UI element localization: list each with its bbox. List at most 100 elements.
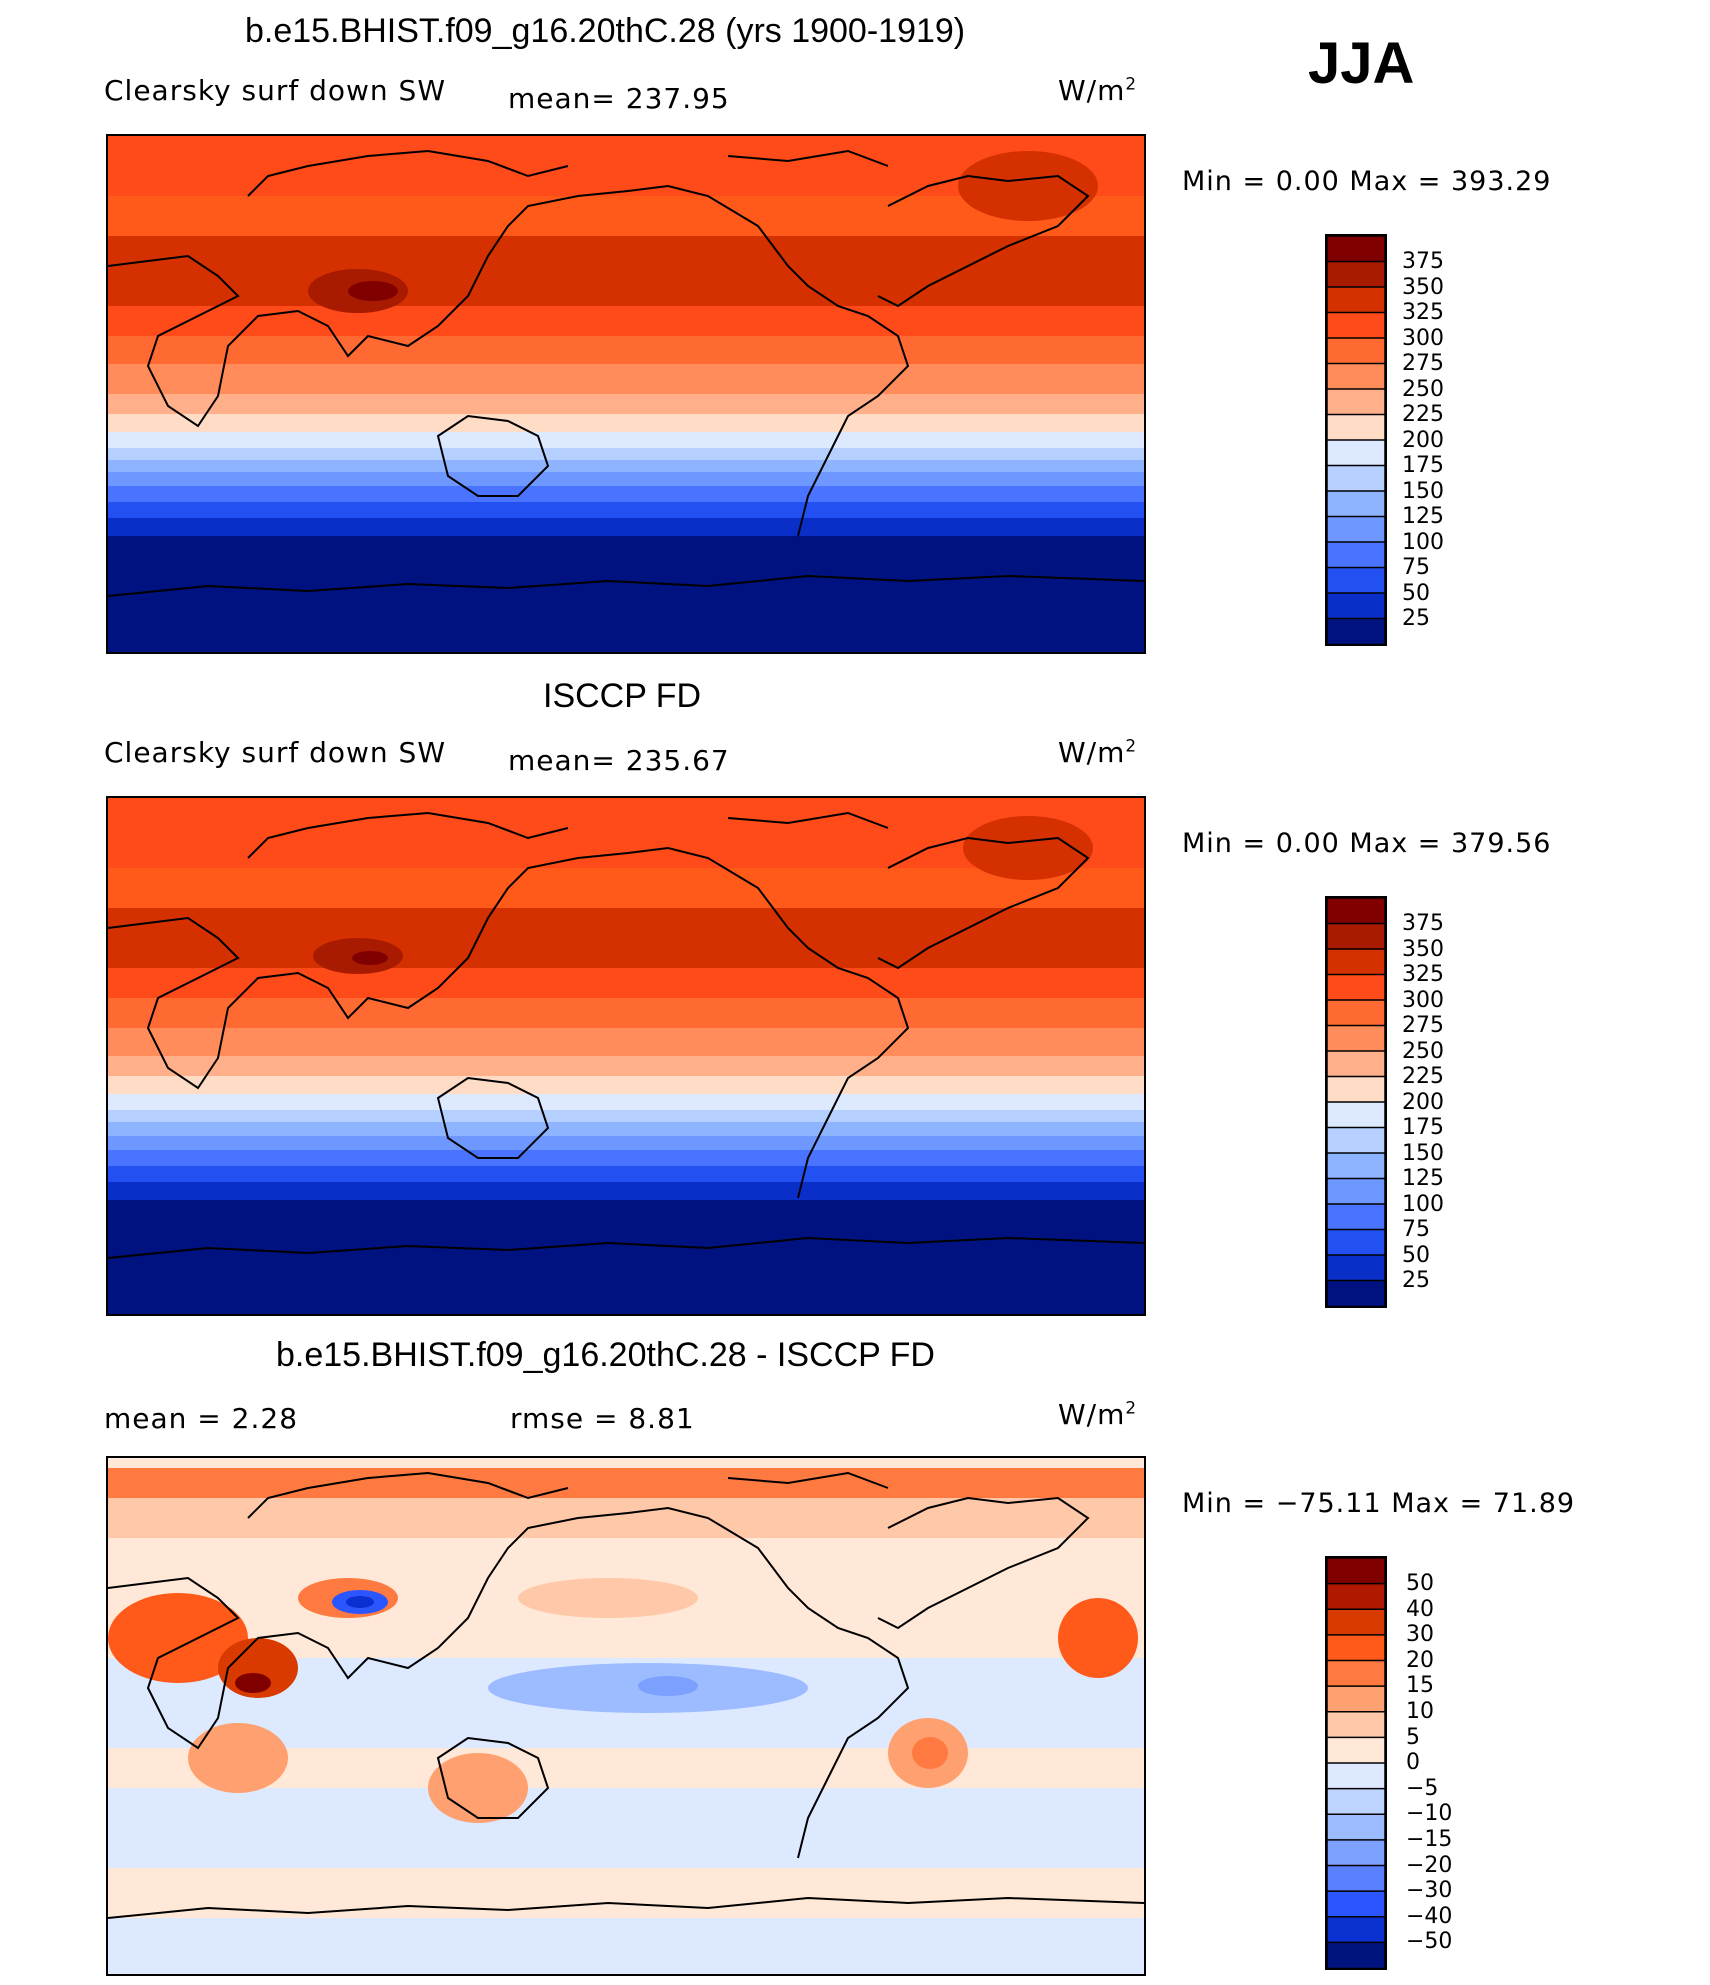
colorbar-swatch — [1327, 1890, 1385, 1919]
season-label: JJA — [1308, 31, 1415, 96]
colorbar-tick-label: 275 — [1402, 351, 1444, 376]
colorbar-tick-label: 100 — [1402, 1191, 1444, 1217]
colorbar-swatch — [1327, 1762, 1385, 1790]
colorbar-swatch — [1327, 1075, 1385, 1104]
colorbar-swatch — [1327, 1864, 1385, 1893]
colorbar-tick-label: 175 — [1402, 1115, 1444, 1140]
colorbar-swatch — [1327, 439, 1385, 467]
colorbar-swatch — [1327, 948, 1385, 976]
colorbar-tick-label: −20 — [1406, 1852, 1453, 1878]
colorbar-swatch — [1327, 1152, 1385, 1180]
colorbar-tick-label: 250 — [1402, 1038, 1444, 1064]
panel-2-variable-label: Clearsky surf down SW — [104, 736, 447, 769]
colorbar-tick-label: 300 — [1402, 987, 1444, 1013]
panel-3-colorbar-labels: 50 40 30 20 15 10 5 0 −5 −10 −15 −20 −30 −40 −50 — [1406, 1571, 1486, 1955]
colorbar-tick-label: 20 — [1406, 1647, 1434, 1673]
colorbar-swatch — [1327, 464, 1385, 493]
colorbar-swatch — [1327, 1711, 1385, 1739]
colorbar-swatch — [1327, 362, 1385, 391]
colorbar-tick-label: 225 — [1402, 402, 1444, 427]
colorbar-tick-label: 175 — [1402, 453, 1444, 478]
colorbar-tick-label: 300 — [1402, 325, 1444, 351]
colorbar-tick-label: 40 — [1406, 1596, 1434, 1622]
colorbar-swatch — [1327, 388, 1385, 416]
colorbar-tick-label: 350 — [1402, 936, 1444, 962]
colorbar-swatch — [1327, 1916, 1385, 1944]
colorbar-swatch — [1327, 1685, 1385, 1714]
panel-3-rmse-label: rmse = 8.81 — [510, 1402, 695, 1435]
colorbar-swatch — [1327, 973, 1385, 1002]
panel-1-colorbar — [1325, 234, 1387, 646]
colorbar-swatch — [1327, 337, 1385, 365]
colorbar-tick-label: −30 — [1406, 1878, 1453, 1904]
colorbar-swatch — [1327, 515, 1385, 544]
colorbar-tick-label: 5 — [1406, 1724, 1420, 1750]
colorbar-swatch — [1327, 1941, 1385, 1968]
colorbar-swatch — [1327, 1558, 1385, 1585]
colorbar-swatch — [1327, 1177, 1385, 1206]
colorbar-tick-label: 150 — [1402, 1140, 1444, 1166]
colorbar-swatch — [1327, 236, 1385, 263]
colorbar-swatch — [1327, 1254, 1385, 1282]
colorbar-tick-label: 225 — [1402, 1064, 1444, 1089]
colorbar-swatch — [1327, 1203, 1385, 1231]
colorbar-tick-label: 275 — [1402, 1013, 1444, 1038]
panel-2-map — [106, 796, 1146, 1316]
panel-1-colorbar-svg — [1327, 236, 1385, 644]
colorbar-tick-label: 10 — [1406, 1698, 1434, 1724]
panel-2-colorbar-labels: 375 350 325 300 275 250 225 200 175 150 125 100 75 50… — [1402, 911, 1482, 1294]
panel-2-map-svg — [108, 798, 1144, 1314]
panel-3-minmax: Min = −75.11 Max = 71.89 — [1182, 1488, 1576, 1519]
panel-2-mean-label: mean= 235.67 — [508, 744, 730, 777]
colorbar-swatch — [1327, 898, 1385, 925]
colorbar-tick-label: 25 — [1402, 1268, 1430, 1293]
colorbar-tick-label: 0 — [1406, 1750, 1420, 1776]
panel-2-colorbar-svg — [1327, 898, 1385, 1306]
panel-2-units: W/m2 — [1058, 735, 1138, 769]
colorbar-swatch — [1327, 541, 1385, 569]
colorbar-swatch — [1327, 1634, 1385, 1662]
panel-3-mean-label: mean = 2.28 — [104, 1402, 299, 1435]
panel-1-map-svg — [108, 136, 1144, 652]
colorbar-swatch — [1327, 566, 1385, 595]
panel-2-title: ISCCP FD — [543, 677, 702, 715]
colorbar-tick-label: 350 — [1402, 274, 1444, 300]
colorbar-tick-label: −10 — [1406, 1801, 1453, 1827]
colorbar-swatch — [1327, 413, 1385, 442]
colorbar-swatch — [1327, 1050, 1385, 1078]
colorbar-swatch — [1327, 260, 1385, 289]
colorbar-swatch — [1327, 922, 1385, 951]
colorbar-tick-label: 375 — [1402, 249, 1444, 274]
colorbar-swatch — [1327, 592, 1385, 620]
colorbar-swatch — [1327, 311, 1385, 340]
panel-3-units: W/m2 — [1058, 1397, 1138, 1431]
panel-1-variable-label: Clearsky surf down SW — [104, 74, 447, 107]
colorbar-swatch — [1327, 1279, 1385, 1306]
colorbar-swatch — [1327, 1813, 1385, 1842]
panel-3-map — [106, 1456, 1146, 1976]
colorbar-tick-label: −40 — [1406, 1903, 1453, 1929]
colorbar-tick-label: −50 — [1406, 1929, 1453, 1955]
colorbar-tick-label: 375 — [1402, 911, 1444, 936]
colorbar-swatch — [1327, 1228, 1385, 1257]
colorbar-swatch — [1327, 1101, 1385, 1129]
colorbar-tick-label: 15 — [1406, 1673, 1434, 1699]
panel-2-minmax: Min = 0.00 Max = 379.56 — [1182, 828, 1552, 859]
panel-3-map-svg — [108, 1458, 1144, 1974]
colorbar-swatch — [1327, 1659, 1385, 1688]
colorbar-tick-label: 125 — [1402, 1166, 1444, 1191]
panel-1-title: b.e15.BHIST.f09_g16.20thC.28 (yrs 1900-1… — [245, 12, 966, 50]
panel-3-colorbar-svg — [1327, 1558, 1385, 1968]
panel-3-colorbar — [1325, 1556, 1387, 1970]
colorbar-tick-label: −15 — [1406, 1826, 1453, 1852]
colorbar-swatch — [1327, 617, 1385, 644]
colorbar-tick-label: 50 — [1406, 1571, 1434, 1596]
colorbar-swatch — [1327, 1608, 1385, 1637]
colorbar-tick-label: 75 — [1402, 1217, 1430, 1242]
colorbar-tick-label: 250 — [1402, 376, 1444, 402]
colorbar-swatch — [1327, 490, 1385, 518]
panel-2-colorbar — [1325, 896, 1387, 1308]
colorbar-swatch — [1327, 1787, 1385, 1816]
colorbar-tick-label: 50 — [1402, 1242, 1430, 1268]
panel-3-title: b.e15.BHIST.f09_g16.20thC.28 - ISCCP FD — [276, 1336, 935, 1374]
